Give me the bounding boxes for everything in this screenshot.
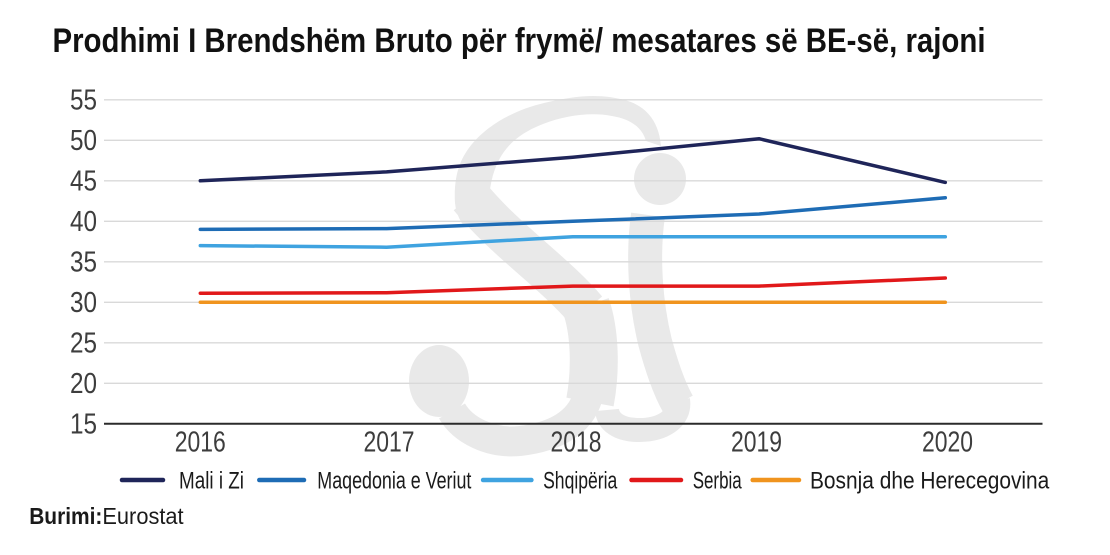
svg-text:2019: 2019 [731, 426, 782, 458]
svg-text:25: 25 [70, 328, 97, 360]
svg-text:20: 20 [70, 368, 97, 400]
svg-text:Prodhimi I Brendshëm Bruto për: Prodhimi I Brendshëm Bruto për frymë/ me… [53, 22, 986, 60]
svg-text:40: 40 [70, 206, 97, 238]
svg-text:Bosnja dhe Herecegovina: Bosnja dhe Herecegovina [810, 468, 1050, 495]
svg-text:15: 15 [70, 409, 97, 441]
svg-text:Serbia: Serbia [693, 468, 742, 495]
svg-text:35: 35 [70, 247, 97, 279]
svg-text:30: 30 [70, 287, 97, 319]
svg-text:55: 55 [70, 85, 97, 117]
svg-text:2018: 2018 [551, 426, 602, 458]
svg-text:Maqedonia e Veriut: Maqedonia e Veriut [317, 468, 471, 495]
svg-text:2016: 2016 [175, 426, 226, 458]
svg-text:Burimi:Eurostat: Burimi:Eurostat [29, 503, 184, 529]
svg-text:2020: 2020 [922, 426, 973, 458]
svg-text:2017: 2017 [364, 426, 415, 458]
svg-text:50: 50 [70, 125, 97, 157]
svg-text:45: 45 [70, 166, 97, 198]
svg-text:Mali i Zi: Mali i Zi [179, 468, 244, 495]
svg-text:Shqipëria: Shqipëria [543, 468, 617, 495]
